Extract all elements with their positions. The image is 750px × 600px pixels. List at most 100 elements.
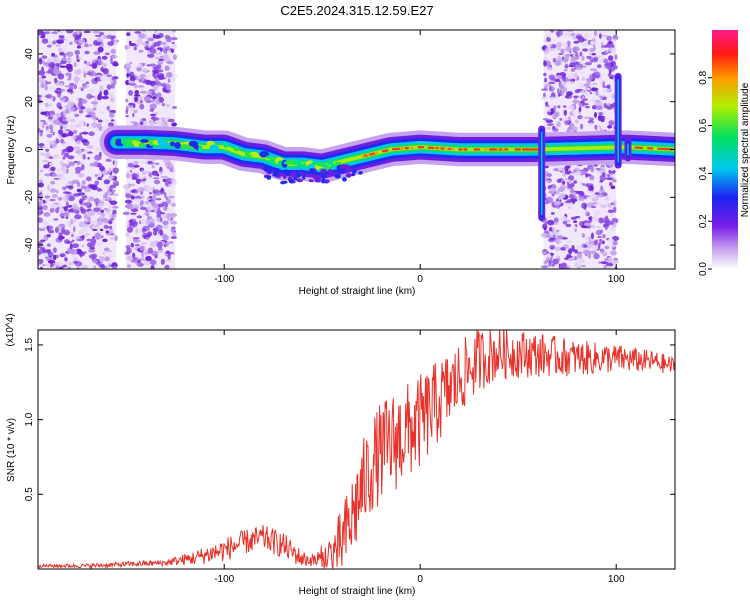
noise-speckle xyxy=(49,114,55,118)
noise-speckle xyxy=(552,234,556,239)
noise-speckle xyxy=(600,78,604,84)
noise-speckle xyxy=(76,181,81,188)
noise-speckle xyxy=(546,230,549,234)
noise-speckle xyxy=(92,236,96,239)
noise-speckle xyxy=(110,119,115,122)
noise-speckle xyxy=(589,47,596,53)
noise-speckle xyxy=(586,87,591,90)
noise-speckle xyxy=(152,177,160,180)
noise-speckle xyxy=(574,72,578,79)
ridge-offshoot xyxy=(308,179,314,183)
noise-speckle xyxy=(549,96,555,101)
noise-speckle xyxy=(46,249,52,254)
noise-speckle xyxy=(592,82,598,86)
noise-speckle xyxy=(165,177,172,183)
noise-speckle xyxy=(155,65,160,70)
noise-speckle xyxy=(548,226,553,232)
noise-speckle xyxy=(40,259,44,263)
noise-speckle xyxy=(73,84,77,90)
noise-speckle xyxy=(103,218,110,224)
noise-speckle xyxy=(545,251,550,254)
noise-speckle xyxy=(74,214,82,220)
noise-speckle xyxy=(89,88,96,93)
noise-speckle xyxy=(39,129,44,133)
noise-speckle xyxy=(142,203,147,207)
noise-speckle xyxy=(138,228,142,233)
noise-speckle xyxy=(59,253,66,258)
ridge-blob xyxy=(198,145,203,153)
noise-speckle xyxy=(602,172,605,177)
ridge-offshoot xyxy=(314,170,318,174)
noise-speckle xyxy=(559,117,563,121)
noise-speckle xyxy=(72,129,78,135)
noise-speckle xyxy=(605,215,609,222)
noise-speckle xyxy=(154,52,163,55)
noise-speckle xyxy=(590,232,594,239)
noise-speckle xyxy=(40,111,48,115)
noise-speckle xyxy=(564,120,570,126)
noise-speckle xyxy=(570,80,575,84)
noise-speckle xyxy=(567,116,572,122)
noise-speckle xyxy=(86,238,92,241)
noise-speckle xyxy=(608,120,615,126)
noise-speckle xyxy=(581,55,585,61)
noise-speckle xyxy=(44,84,48,91)
noise-speckle xyxy=(90,116,98,119)
noise-speckle xyxy=(586,242,590,245)
noise-speckle xyxy=(598,181,602,187)
noise-speckle xyxy=(154,79,160,82)
noise-speckle xyxy=(53,218,59,221)
noise-speckle xyxy=(605,66,612,70)
noise-speckle xyxy=(65,37,69,44)
noise-speckle xyxy=(606,262,613,266)
chart-title: C2E5.2024.315.12.59.E27 xyxy=(280,3,433,18)
noise-speckle xyxy=(612,259,620,265)
noise-speckle xyxy=(46,44,52,48)
noise-speckle xyxy=(156,214,162,218)
noise-speckle xyxy=(130,212,137,215)
noise-speckle xyxy=(133,46,137,51)
noise-speckle xyxy=(582,41,590,48)
noise-speckle xyxy=(138,49,144,53)
noise-speckle xyxy=(567,240,573,243)
noise-speckle xyxy=(160,122,169,127)
noise-speckle xyxy=(104,124,110,128)
noise-speckle xyxy=(132,164,140,168)
noise-speckle xyxy=(165,250,170,255)
noise-speckle xyxy=(76,135,83,140)
noise-speckle xyxy=(595,89,599,96)
noise-speckle xyxy=(106,249,113,253)
noise-speckle xyxy=(589,243,594,249)
ridge-offshoot xyxy=(334,173,341,179)
noise-speckle xyxy=(158,226,162,230)
noise-speckle xyxy=(74,50,80,55)
colorbar-tick-label: 0.4 xyxy=(698,166,709,180)
noise-speckle xyxy=(576,245,582,250)
noise-speckle xyxy=(169,251,175,255)
noise-speckle xyxy=(577,251,583,254)
noise-speckle xyxy=(610,226,615,231)
noise-speckle xyxy=(124,251,130,255)
noise-speckle xyxy=(161,102,165,107)
ridge-offshoot xyxy=(353,169,357,173)
noise-speckle xyxy=(573,180,577,184)
noise-speckle xyxy=(580,170,587,175)
noise-speckle xyxy=(89,246,95,250)
noise-speckle xyxy=(571,244,575,251)
noise-speckle xyxy=(590,41,594,46)
noise-speckle xyxy=(571,78,576,81)
noise-speckle xyxy=(560,48,565,54)
noise-speckle xyxy=(149,108,155,112)
noise-speckle xyxy=(46,243,51,247)
noise-speckle xyxy=(80,99,88,104)
noise-speckle xyxy=(165,259,172,263)
noise-speckle xyxy=(59,97,65,101)
noise-speckle xyxy=(170,221,178,225)
colorbar-tick-label: 0.6 xyxy=(698,118,709,132)
noise-speckle xyxy=(94,232,101,239)
noise-speckle xyxy=(559,86,568,93)
noise-speckle xyxy=(167,118,175,123)
noise-speckle xyxy=(50,141,55,144)
noise-speckle xyxy=(597,64,602,69)
noise-speckle xyxy=(573,220,578,223)
